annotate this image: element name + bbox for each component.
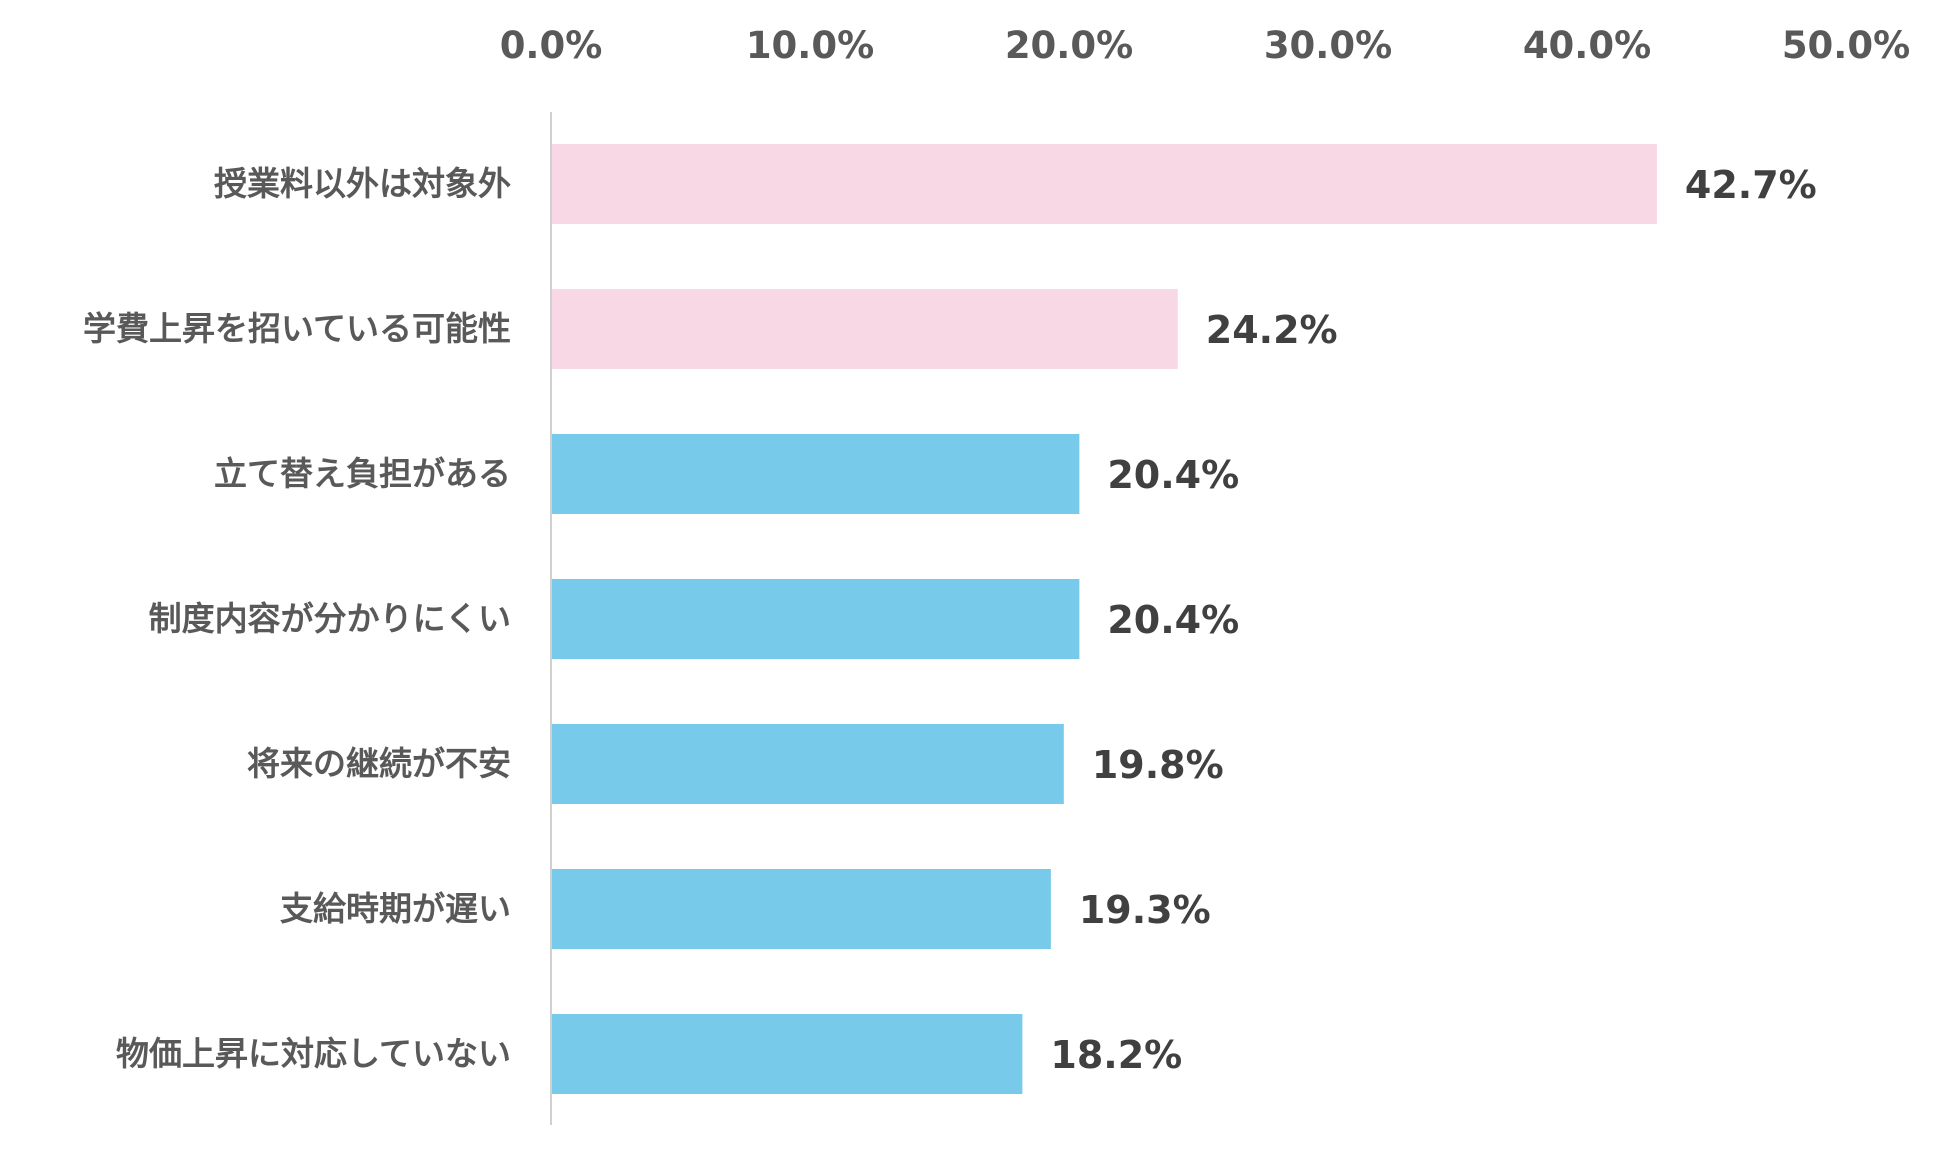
bar-series <box>551 144 1657 1094</box>
bar <box>551 144 1657 224</box>
category-label: 将来の継続が不安 <box>247 744 511 783</box>
bar <box>551 1014 1023 1094</box>
bar <box>551 579 1080 659</box>
data-label: 42.7% <box>1685 163 1817 207</box>
x-tick-label: 30.0% <box>1264 24 1392 67</box>
x-tick-label: 10.0% <box>746 24 874 67</box>
category-label: 学費上昇を招いている可能性 <box>83 309 511 348</box>
category-label: 物価上昇に対応していない <box>116 1034 511 1073</box>
bar <box>551 869 1051 949</box>
data-label: 18.2% <box>1050 1033 1182 1077</box>
bar <box>551 289 1178 369</box>
category-labels: 授業料以外は対象外学費上昇を招いている可能性立て替え負担がある制度内容が分かりに… <box>83 164 511 1073</box>
x-tick-label: 40.0% <box>1523 24 1651 67</box>
bar <box>551 434 1080 514</box>
data-label: 19.3% <box>1079 888 1211 932</box>
bar <box>551 724 1064 804</box>
data-label: 20.4% <box>1107 453 1239 497</box>
data-label: 24.2% <box>1206 308 1338 352</box>
x-tick-label: 0.0% <box>500 24 603 67</box>
x-tick-label: 20.0% <box>1005 24 1133 67</box>
category-label: 支給時期が遅い <box>280 889 511 928</box>
data-labels: 42.7% 24.2% 20.4% 20.4% 19.8% 19.3% 18.2% <box>1050 163 1816 1077</box>
category-label: 立て替え負担がある <box>214 454 511 493</box>
x-axis-ticks: 0.0% 10.0% 20.0% 30.0% 40.0% 50.0% <box>500 24 1911 67</box>
category-label: 授業料以外は対象外 <box>214 164 511 203</box>
x-tick-label: 50.0% <box>1782 24 1910 67</box>
data-label: 20.4% <box>1107 598 1239 642</box>
data-label: 19.8% <box>1092 743 1224 787</box>
category-label: 制度内容が分かりにくい <box>149 599 511 638</box>
